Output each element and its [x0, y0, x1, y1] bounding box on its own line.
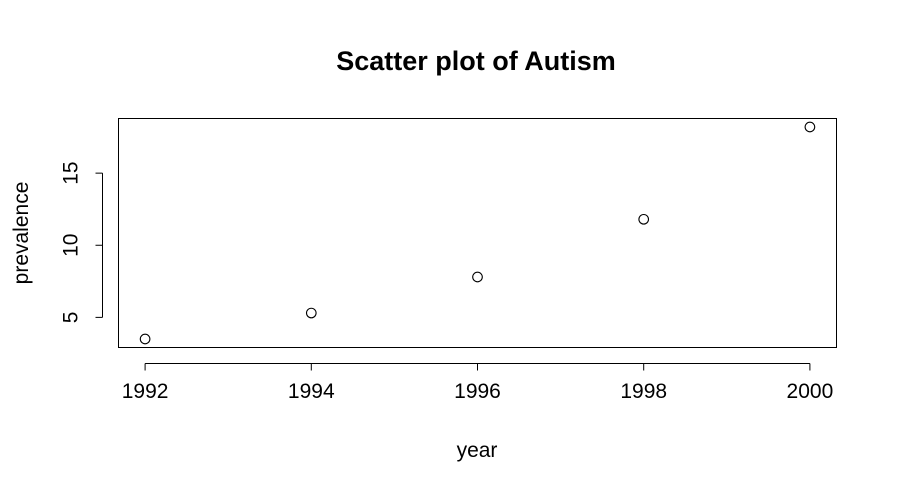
x-tick-label: 1996: [454, 380, 501, 403]
data-point: [638, 213, 650, 225]
data-point: [804, 121, 816, 133]
data-points: [139, 121, 816, 345]
x-axis: 1992 1994 1996 1998 2000: [122, 363, 834, 403]
data-point: [139, 333, 151, 345]
y-tick-label: 15: [60, 161, 83, 184]
y-tick-label: 10: [60, 234, 83, 257]
x-tick-label: 2000: [787, 380, 834, 403]
data-point: [305, 307, 317, 319]
x-tick-label: 1998: [620, 380, 667, 403]
y-axis: 5 10 15: [60, 161, 103, 323]
chart-title: Scatter plot of Autism: [336, 46, 616, 76]
data-point: [472, 271, 483, 283]
y-axis-label: prevalence: [10, 182, 33, 285]
x-axis-label: year: [457, 439, 498, 462]
x-tick-label: 1992: [122, 380, 169, 403]
plot-area-frame: [118, 118, 837, 348]
y-tick-label: 5: [60, 312, 83, 324]
x-tick-label: 1994: [288, 380, 335, 403]
